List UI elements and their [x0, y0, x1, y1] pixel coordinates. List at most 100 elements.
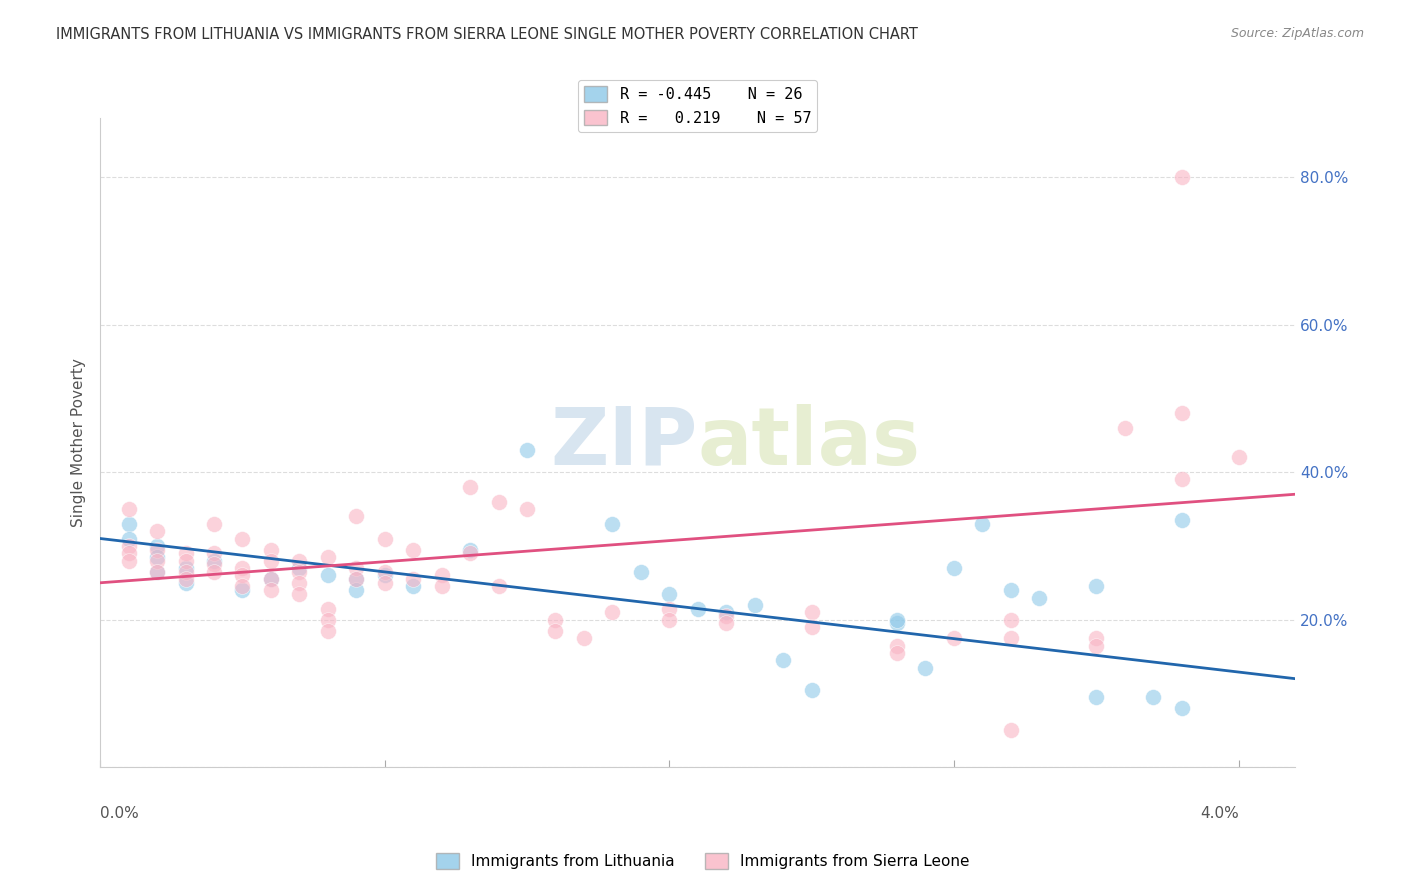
Point [886, 646, 908, 660]
Point [146, 542, 169, 557]
Point [288, 554, 311, 568]
Point [1085, 639, 1108, 653]
Point [260, 554, 283, 568]
Point [146, 524, 169, 538]
Point [658, 587, 681, 601]
Point [1085, 631, 1108, 645]
Point [430, 568, 453, 582]
Point [488, 579, 510, 593]
Point [117, 502, 139, 516]
Point [231, 532, 253, 546]
Point [174, 546, 197, 560]
Point [488, 494, 510, 508]
Point [117, 516, 139, 531]
Point [602, 605, 624, 619]
Point [886, 613, 908, 627]
Point [744, 598, 766, 612]
Point [1170, 473, 1192, 487]
Point [231, 579, 253, 593]
Point [630, 565, 652, 579]
Point [716, 616, 738, 631]
Point [316, 613, 339, 627]
Point [516, 442, 538, 457]
Point [716, 605, 738, 619]
Point [231, 583, 253, 598]
Point [374, 568, 396, 582]
Point [316, 601, 339, 615]
Point [1142, 690, 1164, 705]
Point [716, 609, 738, 624]
Point [344, 572, 367, 586]
Point [202, 554, 225, 568]
Point [544, 613, 567, 627]
Text: IMMIGRANTS FROM LITHUANIA VS IMMIGRANTS FROM SIERRA LEONE SINGLE MOTHER POVERTY : IMMIGRANTS FROM LITHUANIA VS IMMIGRANTS … [56, 27, 918, 42]
Point [516, 502, 538, 516]
Point [117, 554, 139, 568]
Point [1341, 705, 1364, 719]
Point [1369, 554, 1392, 568]
Point [202, 516, 225, 531]
Point [288, 575, 311, 590]
Point [374, 532, 396, 546]
Point [1341, 712, 1364, 726]
Point [146, 554, 169, 568]
Point [1000, 631, 1022, 645]
Point [374, 575, 396, 590]
Text: 4.0%: 4.0% [1199, 806, 1239, 822]
Point [658, 601, 681, 615]
Point [800, 605, 823, 619]
Point [260, 542, 283, 557]
Point [1170, 513, 1192, 527]
Point [658, 613, 681, 627]
Point [288, 587, 311, 601]
Point [316, 549, 339, 564]
Point [1000, 613, 1022, 627]
Point [117, 532, 139, 546]
Point [1170, 406, 1192, 420]
Point [146, 539, 169, 553]
Point [402, 579, 425, 593]
Point [1170, 701, 1192, 715]
Point [316, 568, 339, 582]
Point [458, 542, 481, 557]
Point [1114, 421, 1136, 435]
Point [288, 565, 311, 579]
Point [231, 561, 253, 575]
Point [202, 558, 225, 572]
Point [402, 572, 425, 586]
Point [174, 554, 197, 568]
Point [260, 583, 283, 598]
Text: atlas: atlas [697, 403, 921, 482]
Point [146, 565, 169, 579]
Point [800, 682, 823, 697]
Text: Source: ZipAtlas.com: Source: ZipAtlas.com [1230, 27, 1364, 40]
Point [1313, 458, 1336, 472]
Point [800, 620, 823, 634]
Point [430, 579, 453, 593]
Point [316, 624, 339, 638]
Point [288, 561, 311, 575]
Point [1170, 169, 1192, 184]
Point [572, 631, 595, 645]
Legend: R = -0.445    N = 26, R =   0.219    N = 57: R = -0.445 N = 26, R = 0.219 N = 57 [578, 80, 817, 132]
Point [1028, 591, 1050, 605]
Point [117, 539, 139, 553]
Point [146, 549, 169, 564]
Point [886, 616, 908, 631]
Point [402, 542, 425, 557]
Point [1085, 690, 1108, 705]
Text: ZIP: ZIP [551, 403, 697, 482]
Point [886, 639, 908, 653]
Point [174, 575, 197, 590]
Y-axis label: Single Mother Poverty: Single Mother Poverty [72, 358, 86, 527]
Point [1000, 723, 1022, 738]
Point [1227, 450, 1250, 465]
Point [914, 660, 936, 674]
Point [174, 565, 197, 579]
Point [174, 561, 197, 575]
Point [458, 480, 481, 494]
Point [602, 516, 624, 531]
Point [1341, 698, 1364, 712]
Point [260, 572, 283, 586]
Point [344, 509, 367, 524]
